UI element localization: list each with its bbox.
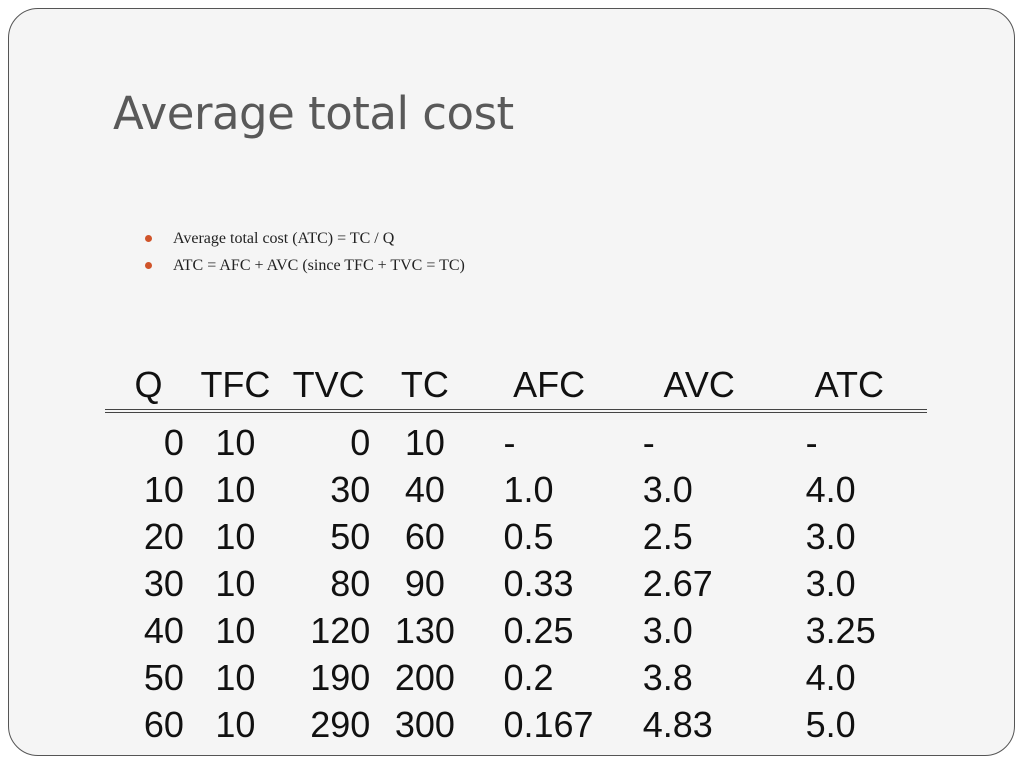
cell-afc: 0.2 <box>503 657 554 698</box>
cell-atc: 3.25 <box>805 610 876 651</box>
header-avc: AVC <box>626 361 772 413</box>
cell-afc: 1.0 <box>503 469 554 510</box>
cell-q: 60 <box>143 704 184 745</box>
cell-avc: 2.5 <box>642 516 693 557</box>
slide-frame: Average total cost Average total cost (A… <box>8 8 1015 756</box>
cell-tvc: 190 <box>310 657 371 698</box>
cell-tc: 90 <box>404 563 445 604</box>
bullet-item: Average total cost (ATC) = TC / Q <box>143 229 465 256</box>
cell-tvc: 120 <box>310 610 371 651</box>
table-row: 10 10 30 40 1.0 3.0 4.0 <box>105 466 927 513</box>
table-header-row: Q TFC TVC TC AFC AVC ATC <box>105 361 927 413</box>
header-tfc: TFC <box>191 361 279 413</box>
cell-atc: 3.0 <box>805 516 856 557</box>
cell-tfc: 10 <box>215 563 256 604</box>
cell-atc: - <box>805 422 818 463</box>
cell-q: 10 <box>143 469 184 510</box>
table-row: 40 10 120 130 0.25 3.0 3.25 <box>105 607 927 654</box>
cell-tvc: 30 <box>330 469 371 510</box>
table-row: 50 10 190 200 0.2 3.8 4.0 <box>105 654 927 701</box>
cell-tfc: 10 <box>215 657 256 698</box>
cell-q: 0 <box>163 422 184 463</box>
cell-avc: 3.8 <box>642 657 693 698</box>
header-tc: TC <box>378 361 472 413</box>
table-row: 60 10 290 300 0.167 4.83 5.0 <box>105 701 927 748</box>
slide-title: Average total cost <box>113 87 514 140</box>
cell-tvc: 290 <box>310 704 371 745</box>
cell-avc: 3.0 <box>642 469 693 510</box>
cell-tfc: 10 <box>215 469 256 510</box>
cell-avc: 2.67 <box>642 563 713 604</box>
bullet-dot-icon <box>145 262 152 269</box>
bullet-dot-icon <box>145 235 152 242</box>
cell-q: 40 <box>143 610 184 651</box>
cell-avc: - <box>642 422 655 463</box>
cell-tfc: 10 <box>215 704 256 745</box>
cost-table-container: Q TFC TVC TC AFC AVC ATC 0 10 0 10 - - <box>105 361 927 748</box>
cell-tvc: 50 <box>330 516 371 557</box>
cell-tc: 200 <box>394 657 455 698</box>
bullet-item: ATC = AFC + AVC (since TFC + TVC = TC) <box>143 256 465 283</box>
cell-avc: 3.0 <box>642 610 693 651</box>
bullet-text: ATC = AFC + AVC (since TFC + TVC = TC) <box>173 257 465 274</box>
cell-atc: 4.0 <box>805 469 856 510</box>
bullet-list: Average total cost (ATC) = TC / Q ATC = … <box>143 229 465 283</box>
cell-q: 30 <box>143 563 184 604</box>
header-atc: ATC <box>771 361 927 413</box>
cell-tvc: 80 <box>330 563 371 604</box>
cell-afc: 0.5 <box>503 516 554 557</box>
bullet-text: Average total cost (ATC) = TC / Q <box>173 230 395 247</box>
table-row: 0 10 0 10 - - - <box>105 411 927 466</box>
cell-atc: 4.0 <box>805 657 856 698</box>
cell-tc: 130 <box>394 610 455 651</box>
cell-tc: 40 <box>404 469 445 510</box>
cell-afc: 0.33 <box>503 563 574 604</box>
cell-avc: 4.83 <box>642 704 713 745</box>
cell-tvc: 0 <box>350 422 371 463</box>
cell-tfc: 10 <box>215 610 256 651</box>
table-row: 30 10 80 90 0.33 2.67 3.0 <box>105 560 927 607</box>
cell-afc: 0.167 <box>503 704 594 745</box>
cell-tfc: 10 <box>215 516 256 557</box>
cell-q: 20 <box>143 516 184 557</box>
cell-atc: 3.0 <box>805 563 856 604</box>
cell-tc: 10 <box>404 422 445 463</box>
cell-tfc: 10 <box>215 422 256 463</box>
header-afc: AFC <box>471 361 627 413</box>
cell-q: 50 <box>143 657 184 698</box>
cell-atc: 5.0 <box>805 704 856 745</box>
cell-tc: 300 <box>394 704 455 745</box>
table-row: 20 10 50 60 0.5 2.5 3.0 <box>105 513 927 560</box>
header-q: Q <box>105 361 192 413</box>
cell-afc: 0.25 <box>503 610 574 651</box>
cell-tc: 60 <box>404 516 445 557</box>
header-tvc: TVC <box>278 361 379 413</box>
cell-afc: - <box>503 422 516 463</box>
cost-table: Q TFC TVC TC AFC AVC ATC 0 10 0 10 - - <box>105 361 927 748</box>
